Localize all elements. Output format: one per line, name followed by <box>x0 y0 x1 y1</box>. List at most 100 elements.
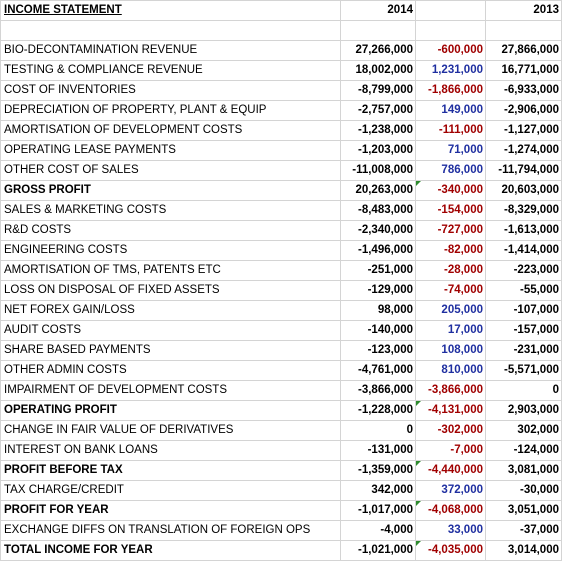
row-label[interactable]: AMORTISATION OF DEVELOPMENT COSTS <box>0 120 341 141</box>
value-2013-cell[interactable]: -231,000 <box>485 340 562 361</box>
value-2014-cell[interactable]: -2,757,000 <box>340 100 416 121</box>
row-label[interactable]: COST OF INVENTORIES <box>0 80 341 101</box>
variance-cell[interactable]: -727,000 <box>415 220 486 241</box>
row-label[interactable]: ENGINEERING COSTS <box>0 240 341 261</box>
value-2014-cell[interactable]: 18,002,000 <box>340 60 416 81</box>
row-label[interactable]: GROSS PROFIT <box>0 180 341 201</box>
year-2013-header[interactable]: 2013 <box>485 0 562 21</box>
variance-cell[interactable]: -4,131,000 <box>415 400 486 421</box>
value-2013-cell[interactable]: 3,081,000 <box>485 460 562 481</box>
value-2013-cell[interactable]: -1,127,000 <box>485 120 562 141</box>
variance-cell[interactable]: 33,000 <box>415 520 486 541</box>
value-2013-cell[interactable]: -30,000 <box>485 480 562 501</box>
variance-cell[interactable]: -154,000 <box>415 200 486 221</box>
variance-cell[interactable]: 205,000 <box>415 300 486 321</box>
value-2014-cell[interactable]: -129,000 <box>340 280 416 301</box>
value-2014-cell[interactable]: -11,008,000 <box>340 160 416 181</box>
value-2014-cell[interactable]: 98,000 <box>340 300 416 321</box>
value-2014-cell[interactable]: -8,799,000 <box>340 80 416 101</box>
row-label[interactable]: CHANGE IN FAIR VALUE OF DERIVATIVES <box>0 420 341 441</box>
row-label[interactable]: TOTAL INCOME FOR YEAR <box>0 540 341 561</box>
variance-cell[interactable]: -3,866,000 <box>415 380 486 401</box>
value-2014-cell[interactable]: -3,866,000 <box>340 380 416 401</box>
variance-cell[interactable]: 372,000 <box>415 480 486 501</box>
variance-cell[interactable]: -600,000 <box>415 40 486 61</box>
row-label[interactable]: OPERATING PROFIT <box>0 400 341 421</box>
variance-cell[interactable]: -340,000 <box>415 180 486 201</box>
value-2014-cell[interactable]: -4,761,000 <box>340 360 416 381</box>
row-label[interactable]: BIO-DECONTAMINATION REVENUE <box>0 40 341 61</box>
value-2013-cell[interactable]: -11,794,000 <box>485 160 562 181</box>
row-label[interactable]: IMPAIRMENT OF DEVELOPMENT COSTS <box>0 380 341 401</box>
statement-title[interactable]: INCOME STATEMENT <box>0 0 341 21</box>
variance-header[interactable] <box>415 0 486 21</box>
value-2014-cell[interactable]: -1,359,000 <box>340 460 416 481</box>
value-2013-cell[interactable]: 3,014,000 <box>485 540 562 561</box>
empty-cell[interactable] <box>485 20 562 41</box>
variance-cell[interactable]: -302,000 <box>415 420 486 441</box>
value-2013-cell[interactable]: 0 <box>485 380 562 401</box>
variance-cell[interactable]: -74,000 <box>415 280 486 301</box>
value-2013-cell[interactable]: 302,000 <box>485 420 562 441</box>
value-2014-cell[interactable]: -4,000 <box>340 520 416 541</box>
value-2014-cell[interactable]: -131,000 <box>340 440 416 461</box>
value-2014-cell[interactable]: -2,340,000 <box>340 220 416 241</box>
value-2014-cell[interactable]: 20,263,000 <box>340 180 416 201</box>
row-label[interactable]: SHARE BASED PAYMENTS <box>0 340 341 361</box>
value-2014-cell[interactable]: -1,203,000 <box>340 140 416 161</box>
row-label[interactable]: NET FOREX GAIN/LOSS <box>0 300 341 321</box>
row-label[interactable]: AMORTISATION OF TMS, PATENTS ETC <box>0 260 341 281</box>
row-label[interactable]: PROFIT FOR YEAR <box>0 500 341 521</box>
empty-cell[interactable] <box>415 20 486 41</box>
row-label[interactable]: OPERATING LEASE PAYMENTS <box>0 140 341 161</box>
value-2013-cell[interactable]: -223,000 <box>485 260 562 281</box>
row-label[interactable]: AUDIT COSTS <box>0 320 341 341</box>
value-2013-cell[interactable]: -157,000 <box>485 320 562 341</box>
empty-cell[interactable] <box>340 20 416 41</box>
row-label[interactable]: TESTING & COMPLIANCE REVENUE <box>0 60 341 81</box>
row-label[interactable]: LOSS ON DISPOSAL OF FIXED ASSETS <box>0 280 341 301</box>
variance-cell[interactable]: -7,000 <box>415 440 486 461</box>
value-2014-cell[interactable]: 0 <box>340 420 416 441</box>
row-label[interactable]: INTEREST ON BANK LOANS <box>0 440 341 461</box>
value-2013-cell[interactable]: -124,000 <box>485 440 562 461</box>
value-2014-cell[interactable]: -1,496,000 <box>340 240 416 261</box>
variance-cell[interactable]: -4,068,000 <box>415 500 486 521</box>
value-2013-cell[interactable]: -5,571,000 <box>485 360 562 381</box>
value-2014-cell[interactable]: -1,238,000 <box>340 120 416 141</box>
value-2014-cell[interactable]: 342,000 <box>340 480 416 501</box>
value-2014-cell[interactable]: -1,228,000 <box>340 400 416 421</box>
value-2013-cell[interactable]: 2,903,000 <box>485 400 562 421</box>
row-label[interactable]: R&D COSTS <box>0 220 341 241</box>
variance-cell[interactable]: 810,000 <box>415 360 486 381</box>
row-label[interactable]: DEPRECIATION OF PROPERTY, PLANT & EQUIP <box>0 100 341 121</box>
value-2014-cell[interactable]: -1,021,000 <box>340 540 416 561</box>
row-label[interactable]: SALES & MARKETING COSTS <box>0 200 341 221</box>
variance-cell[interactable]: 108,000 <box>415 340 486 361</box>
row-label[interactable]: EXCHANGE DIFFS ON TRANSLATION OF FOREIGN… <box>0 520 341 541</box>
variance-cell[interactable]: -111,000 <box>415 120 486 141</box>
value-2014-cell[interactable]: -140,000 <box>340 320 416 341</box>
variance-cell[interactable]: -4,440,000 <box>415 460 486 481</box>
value-2014-cell[interactable]: -8,483,000 <box>340 200 416 221</box>
value-2013-cell[interactable]: -2,906,000 <box>485 100 562 121</box>
value-2013-cell[interactable]: 20,603,000 <box>485 180 562 201</box>
variance-cell[interactable]: -82,000 <box>415 240 486 261</box>
variance-cell[interactable]: 71,000 <box>415 140 486 161</box>
value-2013-cell[interactable]: 3,051,000 <box>485 500 562 521</box>
variance-cell[interactable]: -1,866,000 <box>415 80 486 101</box>
row-label[interactable]: PROFIT BEFORE TAX <box>0 460 341 481</box>
variance-cell[interactable]: 1,231,000 <box>415 60 486 81</box>
value-2013-cell[interactable]: -37,000 <box>485 520 562 541</box>
value-2014-cell[interactable]: -1,017,000 <box>340 500 416 521</box>
value-2013-cell[interactable]: -107,000 <box>485 300 562 321</box>
variance-cell[interactable]: 17,000 <box>415 320 486 341</box>
year-2014-header[interactable]: 2014 <box>340 0 416 21</box>
value-2014-cell[interactable]: -251,000 <box>340 260 416 281</box>
value-2013-cell[interactable]: -1,414,000 <box>485 240 562 261</box>
row-label[interactable]: TAX CHARGE/CREDIT <box>0 480 341 501</box>
value-2013-cell[interactable]: -1,274,000 <box>485 140 562 161</box>
value-2013-cell[interactable]: 16,771,000 <box>485 60 562 81</box>
row-label[interactable]: OTHER ADMIN COSTS <box>0 360 341 381</box>
row-label[interactable]: OTHER COST OF SALES <box>0 160 341 181</box>
